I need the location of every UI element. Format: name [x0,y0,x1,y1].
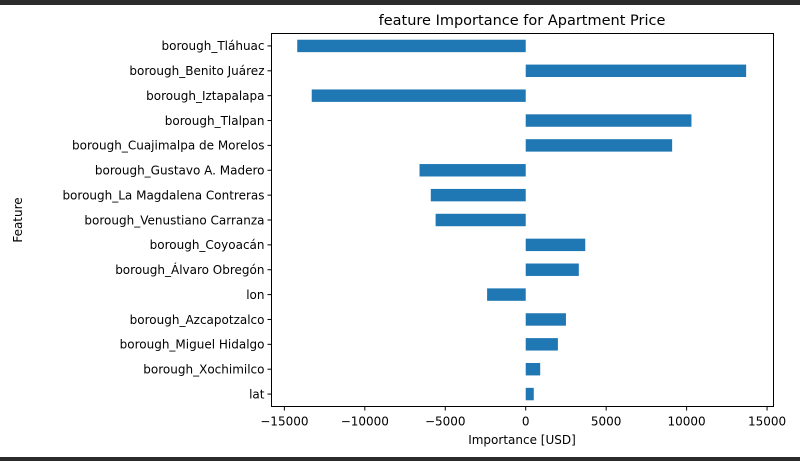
y-tick-label: borough_Tlalpan [165,114,265,128]
y-tick-label: lat [249,387,265,401]
bar [487,288,526,301]
bar [525,114,692,127]
y-tick-label: borough_Tláhuac [162,39,265,53]
y-tick-label: borough_Álvaro Obregón [115,262,264,277]
bars-group [297,39,747,401]
x-tick-label: −15000 [260,415,308,429]
y-tick-label: borough_Gustavo A. Madero [95,164,265,178]
bar [525,387,534,401]
bar [419,164,526,177]
x-axis: −15000 −10000 −5000 0 5000 10000 15000 [260,406,786,429]
bar [525,338,558,351]
bar [297,39,526,53]
x-tick-label: −10000 [341,415,389,429]
bar [525,64,747,78]
x-axis-label: Importance [USD] [468,433,576,447]
bar [430,188,526,202]
y-tick-label: borough_Xochimilco [143,363,264,377]
y-tick-label: borough_Cuajimalpa de Morelos [72,139,264,153]
bar [525,263,579,276]
y-tick-label: borough_Coyoacán [150,238,265,252]
y-tick-label: borough_Iztapalapa [146,89,264,103]
bar [435,213,526,227]
y-tick-label: borough_Benito Juárez [129,64,264,78]
bar [525,313,566,326]
chart-title: feature Importance for Apartment Price [379,13,666,29]
y-tick-label: borough_La Magdalena Contreras [62,188,264,202]
bar [525,362,541,376]
x-tick-label: 10000 [668,415,706,429]
y-axis-label: Feature [11,197,25,242]
y-tick-label: lon [246,288,264,302]
x-tick-label: 5000 [591,415,622,429]
y-tick-label: borough_Miguel Hidalgo [120,338,265,352]
y-tick-label: borough_Azcapotzalco [130,313,265,327]
y-tick-label: borough_Venustiano Carranza [84,213,264,227]
bar [525,238,586,252]
x-tick-label: 15000 [748,415,786,429]
x-tick-label: −5000 [425,415,466,429]
bar [525,139,673,152]
y-axis: borough_Tláhuac borough_Benito Juárez boro… [62,39,272,401]
x-tick-label: 0 [522,415,530,429]
bar [311,89,526,102]
bar-chart: feature Importance for Apartment Price b… [11,13,786,447]
